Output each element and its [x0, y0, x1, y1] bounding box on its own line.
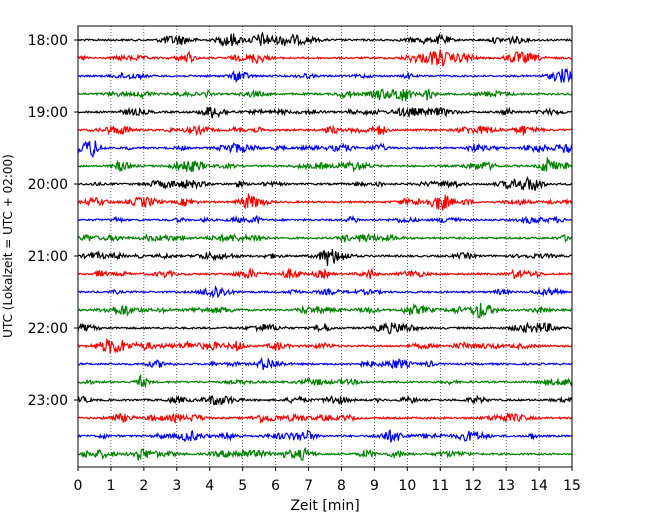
trace-1815 — [77, 49, 573, 67]
plot-frame — [77, 25, 573, 468]
trace-2045 — [77, 232, 573, 244]
trace-1945 — [77, 157, 573, 173]
x-tick-label: 12 — [464, 478, 482, 494]
trace-2315 — [77, 411, 573, 425]
x-tick-label: 15 — [563, 478, 581, 494]
trace-2115 — [77, 266, 573, 280]
trace-2245 — [77, 373, 573, 389]
trace-1900 — [77, 106, 573, 119]
seismic-traces — [77, 31, 573, 461]
x-tick-label: 13 — [497, 478, 515, 494]
trace-2000 — [77, 175, 573, 191]
trace-2145 — [77, 302, 573, 320]
trace-1915 — [77, 124, 573, 136]
trace-1845 — [77, 88, 573, 102]
trace-2345 — [77, 446, 573, 461]
trace-2015 — [77, 192, 573, 211]
y-tick-label: 19:00 — [28, 105, 68, 121]
x-axis-ticks: 0 1 2 3 4 5 6 7 8 9 10 11 12 13 14 15 — [74, 467, 581, 494]
y-tick-label: 21:00 — [28, 249, 68, 265]
x-tick-label: 1 — [106, 478, 115, 494]
x-tick-label: 11 — [431, 478, 449, 494]
x-tick-label: 5 — [238, 478, 247, 494]
x-tick-label: 7 — [304, 478, 313, 494]
trace-2200 — [77, 321, 573, 335]
y-tick-label: 22:00 — [28, 321, 68, 337]
y-tick-label: 23:00 — [28, 393, 68, 409]
trace-1800 — [77, 31, 573, 48]
x-axis-label: Zeit [min] — [290, 498, 359, 514]
trace-2030 — [77, 214, 573, 225]
x-tick-label: 9 — [370, 478, 379, 494]
x-tick-label: 8 — [337, 478, 346, 494]
trace-2330 — [77, 429, 573, 443]
x-tick-label: 10 — [398, 478, 416, 494]
x-tick-label: 2 — [139, 478, 148, 494]
y-tick-label: 18:00 — [28, 33, 68, 49]
trace-2300 — [77, 394, 573, 406]
trace-1830 — [77, 67, 573, 84]
trace-2230 — [77, 356, 573, 370]
y-tick-label: 20:00 — [28, 177, 68, 193]
trace-2100 — [77, 248, 573, 266]
trace-2215 — [77, 337, 573, 355]
trace-1930 — [77, 140, 573, 159]
x-tick-label: 0 — [74, 478, 83, 494]
x-tick-label: 4 — [205, 478, 214, 494]
x-tick-label: 14 — [530, 478, 548, 494]
x-tick-label: 3 — [172, 478, 181, 494]
y-axis-label: UTC (Lokalzeit = UTC + 02:00) — [1, 154, 15, 338]
trace-2130 — [77, 284, 573, 299]
y-axis-ticks: 18:00 19:00 20:00 21:00 22:00 23:00 — [28, 33, 78, 409]
x-tick-label: 6 — [271, 478, 280, 494]
